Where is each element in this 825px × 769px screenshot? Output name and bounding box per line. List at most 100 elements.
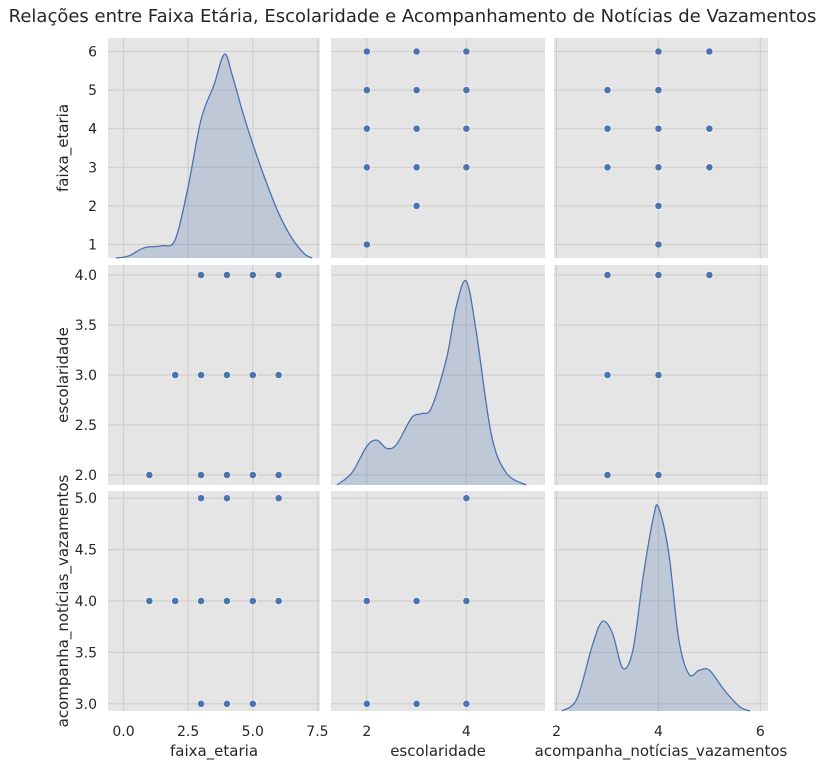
scatter-point	[412, 47, 421, 56]
scatter-point	[145, 471, 154, 479]
x-tick-label: 4	[654, 724, 663, 740]
y-tick-label: 3.5	[75, 645, 97, 661]
x-axis-label-escolaridade: escolaridade	[390, 742, 486, 760]
scatter-point	[248, 271, 257, 279]
panel-escolaridade-vs-escolaridade	[331, 265, 545, 485]
y-tick-label: 3.0	[75, 697, 97, 713]
x-axis-label-acompanha-not-cias-vazamentos: acompanha_notícias_vazamentos	[535, 742, 788, 761]
panel-faixa-etaria-vs-acompanha-not-cias-vazamentos	[554, 38, 768, 258]
y-tick-label: 2.5	[75, 418, 97, 434]
x-tick-label: 4	[462, 724, 471, 740]
x-tick-label: 2.5	[177, 724, 199, 740]
scatter-point	[197, 494, 205, 503]
scatter-point	[654, 471, 663, 479]
x-tick-label: 0.0	[112, 724, 134, 740]
kde-line-acompanha-not-cias-vazamentos	[561, 504, 751, 712]
scatter-point	[462, 597, 471, 605]
scatter-point	[197, 471, 205, 479]
x-tick-label: 2	[552, 724, 561, 740]
scatter-point	[171, 597, 180, 605]
scatter-point	[145, 597, 154, 605]
kde-line-escolaridade	[336, 279, 527, 486]
scatter-point	[223, 597, 231, 605]
scatter-point	[223, 371, 231, 379]
y-tick-label: 4.5	[75, 543, 97, 559]
y-tick-label: 6	[88, 45, 97, 61]
y-tick-label: 5	[88, 83, 97, 99]
y-tick-label: 3	[88, 160, 97, 176]
scatter-point	[603, 124, 612, 133]
panel-acompanha-not-cias-vazamentos-vs-faixa-etaria	[108, 491, 320, 711]
scatter-point	[462, 86, 471, 95]
scatter-point	[362, 163, 371, 172]
scatter-point	[197, 699, 205, 708]
y-tick-label: 4.0	[75, 594, 97, 610]
scatter-point	[274, 271, 283, 279]
scatter-point	[654, 371, 663, 379]
scatter-point	[412, 699, 421, 708]
scatter-point	[248, 471, 257, 479]
scatter-point	[462, 47, 471, 56]
y-tick-label: 3.5	[75, 318, 97, 334]
scatter-point	[248, 371, 257, 379]
panel-escolaridade-vs-faixa-etaria	[108, 265, 320, 485]
panel-background	[108, 38, 320, 258]
scatter-point	[223, 494, 231, 503]
scatter-point	[462, 124, 471, 133]
scatter-point	[223, 699, 231, 708]
scatter-point	[412, 86, 421, 95]
scatter-point	[362, 699, 371, 708]
scatter-point	[197, 371, 205, 379]
scatter-point	[654, 86, 663, 95]
scatter-point	[412, 201, 421, 210]
scatter-point	[654, 271, 663, 279]
scatter-point	[248, 597, 257, 605]
scatter-point	[362, 597, 371, 605]
scatter-point	[197, 597, 205, 605]
scatter-point	[362, 124, 371, 133]
scatter-point	[603, 86, 612, 95]
scatter-point	[603, 163, 612, 172]
kde-area-escolaridade	[336, 280, 527, 485]
kde-area-acompanha-not-cias-vazamentos	[561, 504, 751, 711]
y-tick-label: 2	[88, 199, 97, 215]
scatter-point	[274, 471, 283, 479]
scatter-point	[197, 271, 205, 279]
panel-background	[554, 38, 768, 258]
scatter-point	[362, 47, 371, 56]
scatter-point	[412, 124, 421, 133]
scatter-point	[462, 699, 471, 708]
x-tick-label: 2	[362, 724, 371, 740]
panel-faixa-etaria-vs-faixa-etaria	[108, 38, 320, 258]
scatter-point	[705, 124, 714, 133]
kde-line-faixa-etaria	[115, 53, 313, 259]
panel-background	[331, 38, 545, 258]
kde-area-faixa-etaria	[115, 54, 313, 258]
scatter-point	[603, 371, 612, 379]
scatter-point	[654, 201, 663, 210]
scatter-point	[274, 371, 283, 379]
y-tick-label: 4.0	[75, 268, 97, 284]
scatter-point	[705, 163, 714, 172]
panel-acompanha-not-cias-vazamentos-vs-acompanha-not-cias-vazamentos	[554, 491, 768, 711]
x-tick-label: 7.5	[306, 724, 328, 740]
scatter-point	[362, 86, 371, 95]
scatter-point	[412, 597, 421, 605]
scatter-point	[705, 271, 714, 279]
scatter-point	[705, 47, 714, 56]
panel-faixa-etaria-vs-escolaridade	[331, 38, 545, 258]
scatter-point	[362, 240, 371, 249]
scatter-point	[223, 271, 231, 279]
figure-title: Relações entre Faixa Etária, Escolaridad…	[8, 6, 817, 27]
scatter-point	[274, 597, 283, 605]
scatter-point	[223, 471, 231, 479]
y-axis-label-faixa-etaria: faixa_etaria	[54, 104, 73, 192]
x-tick-label: 5.0	[242, 724, 264, 740]
y-tick-label: 3.0	[75, 368, 97, 384]
x-axis-label-faixa-etaria: faixa_etaria	[170, 742, 258, 761]
y-tick-label: 2.0	[75, 468, 97, 484]
scatter-point	[654, 163, 663, 172]
scatter-point	[603, 471, 612, 479]
scatter-point	[654, 240, 663, 249]
